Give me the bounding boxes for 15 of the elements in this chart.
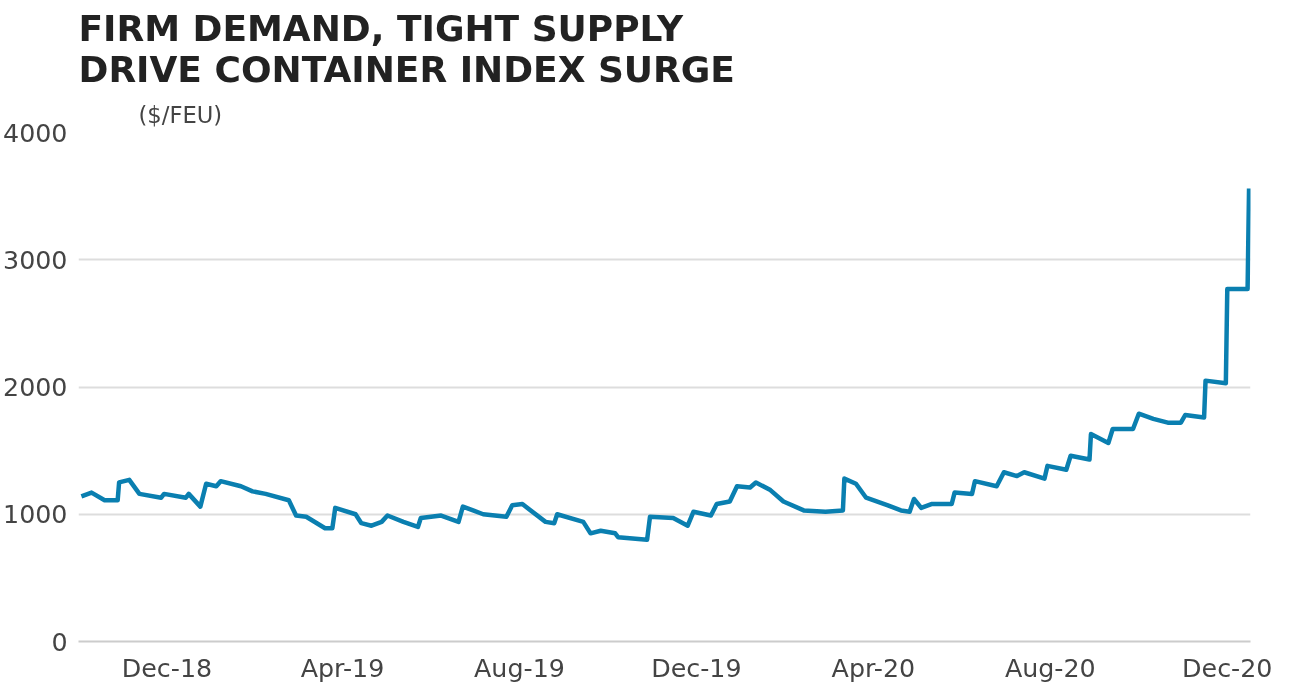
- y-tick-label: 1000: [3, 499, 68, 530]
- y-axis-title: ($/FEU): [138, 101, 223, 128]
- y-tick-label: 3000: [3, 244, 68, 275]
- x-tick-label: Aug-20: [1004, 652, 1096, 683]
- x-tick-label: Aug-19: [474, 652, 565, 683]
- x-tick-label: Apr-20: [831, 652, 916, 683]
- x-tick-label: Apr-19: [300, 652, 385, 683]
- x-tick-label: Dec-18: [121, 652, 213, 683]
- x-tick-label: Dec-20: [1182, 652, 1273, 683]
- line-series: [79, 186, 1251, 542]
- y-tick-label: 4000: [3, 117, 68, 148]
- x-tick-label: Dec-19: [651, 652, 742, 683]
- y-tick-label: 0: [51, 626, 68, 657]
- chart-title: FIRM DEMAND, TIGHT SUPPLY DRIVE CONTAINER INDEX SURGE: [78, 7, 735, 90]
- y-tick-label: 2000: [3, 372, 68, 402]
